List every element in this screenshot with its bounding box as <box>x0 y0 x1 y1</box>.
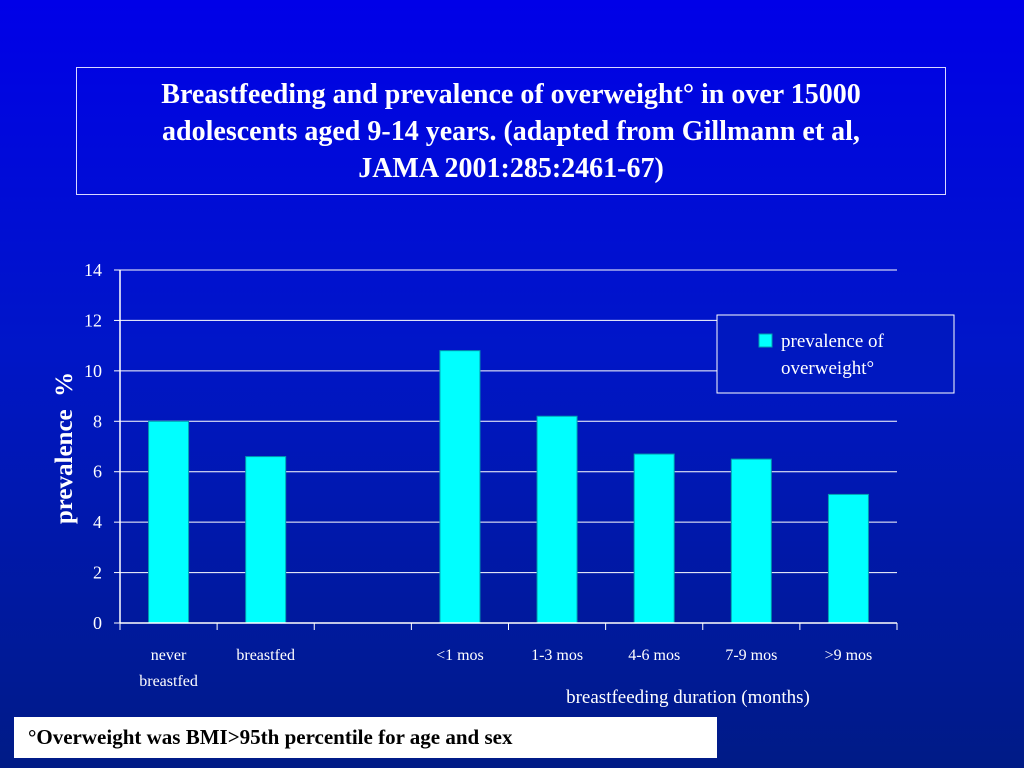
x-axis-title: breastfeeding duration (months) <box>566 687 810 708</box>
bar <box>633 453 675 624</box>
y-tick-label: 8 <box>93 411 102 431</box>
y-tick-label: 10 <box>84 361 102 381</box>
legend-box <box>716 314 955 394</box>
x-tick-label: breastfed <box>236 647 295 664</box>
labels: 0 2 4 6 8 10 12 14 never breastfed breastfed <1 mos… <box>51 260 872 708</box>
x-tick-label: never <box>151 647 187 664</box>
bar <box>730 458 772 624</box>
y-tick-label: 12 <box>84 310 102 330</box>
x-tick-label: breastfed <box>139 673 198 690</box>
axes <box>114 269 898 630</box>
x-tick-label: >9 mos <box>825 647 873 664</box>
bar <box>439 350 481 624</box>
footnote-text: °Overweight was BMI>95th percentile for … <box>28 725 513 749</box>
y-axis-title: prevalence % <box>51 372 78 524</box>
footnote-box: °Overweight was BMI>95th percentile for … <box>14 717 717 758</box>
y-tick-label: 14 <box>84 260 102 280</box>
legend-label: overweight° <box>781 358 874 379</box>
x-tick-label: 1-3 mos <box>531 647 583 664</box>
legend-swatch <box>758 333 773 348</box>
x-tick-label: 4-6 mos <box>628 647 680 664</box>
x-tick-label: <1 mos <box>436 647 484 664</box>
legend-label: prevalence of <box>781 331 885 352</box>
bar <box>148 420 190 624</box>
y-tick-label: 6 <box>93 462 102 482</box>
bar <box>536 415 578 624</box>
legend: prevalence of overweight° <box>716 314 955 394</box>
bar <box>245 456 287 624</box>
title-box: Breastfeeding and prevalence of overweig… <box>76 67 946 195</box>
bar <box>827 493 869 624</box>
y-tick-label: 4 <box>93 512 102 532</box>
slide-title: Breastfeeding and prevalence of overweig… <box>161 78 861 184</box>
x-tick-label: 7-9 mos <box>725 647 777 664</box>
bars <box>148 350 869 624</box>
y-tick-label: 2 <box>93 563 102 583</box>
y-tick-label: 0 <box>93 613 102 633</box>
